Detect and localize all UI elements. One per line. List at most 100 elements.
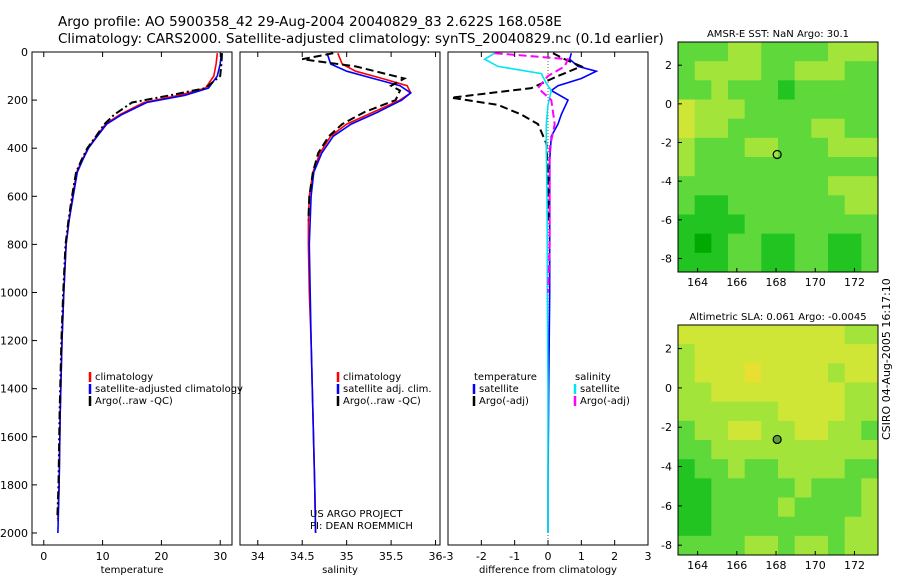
heatmap-cell-sla-map — [711, 363, 729, 383]
heatmap-cell-sst-map — [861, 157, 879, 177]
heatmap-cell-sst-map — [844, 214, 862, 235]
heatmap-cell-sla-map — [844, 401, 862, 422]
heatmap-cell-sla-map — [711, 382, 729, 403]
heatmap-cell-sst-map — [694, 252, 712, 273]
heatmap-cell-sst-map — [728, 176, 746, 196]
heatmap-cell-sla-map — [728, 440, 746, 460]
heatmap-cell-sst-map — [761, 233, 779, 254]
heatmap-cell-sst-map — [811, 80, 829, 100]
heatmap-cell-sla-map — [828, 516, 846, 537]
heatmap-cell-sla-map — [711, 344, 729, 364]
heatmap-cell-sla-map — [728, 420, 746, 441]
heatmap-cell-sla-map — [778, 516, 796, 537]
header-line-2: Climatology: CARS2000. Satellite-adjuste… — [58, 31, 664, 47]
heatmap-cell-sla-map — [744, 420, 762, 441]
heatmap-cell-sst-map — [694, 157, 712, 177]
heatmap-cell-sst-map — [844, 42, 862, 62]
heatmap-cell-sst-map — [828, 118, 846, 139]
heatmap-cell-sla-map — [728, 516, 746, 537]
map-y-tick-label: -2 — [661, 421, 672, 434]
heatmap-cell-sst-map — [844, 99, 862, 120]
heatmap-cell-sla-map — [828, 382, 846, 403]
heatmap-cell-sst-map — [828, 252, 846, 273]
heatmap-cell-sst-map — [844, 61, 862, 81]
y-tick-label: 1000 — [0, 286, 28, 299]
heatmap-cell-sla-map — [828, 401, 846, 422]
heatmap-cell-sst-map — [744, 118, 762, 139]
legend-diff-sal-label: Argo(-adj) — [580, 396, 630, 407]
heatmap-cell-sla-map — [811, 382, 829, 403]
heatmap-cell-sst-map — [828, 61, 846, 81]
heatmap-cell-sst-map — [861, 176, 879, 196]
heatmap-cell-sla-map — [861, 401, 879, 422]
x-tick-label: 34.5 — [290, 550, 315, 563]
series-line-temperature-profile-2 — [56, 53, 223, 519]
heatmap-cell-sla-map — [844, 420, 862, 441]
x-tick-label: 35.5 — [379, 550, 404, 563]
heatmap-cell-sla-map — [811, 497, 829, 518]
heatmap-cell-sst-map — [794, 61, 812, 81]
heatmap-cell-sst-map — [861, 80, 879, 100]
x-tick-label: 2 — [611, 550, 618, 563]
map-x-tick-label: 170 — [805, 559, 826, 572]
heatmap-cell-sst-map — [678, 233, 696, 254]
heatmap-cell-sla-map — [761, 440, 779, 460]
heatmap-cell-sla-map — [828, 344, 846, 364]
heatmap-cell-sla-map — [861, 363, 879, 383]
heatmap-cell-sst-map — [844, 80, 862, 100]
heatmap-cell-sst-map — [811, 195, 829, 215]
annotation-pi: PI: DEAN ROEMMICH — [310, 521, 413, 532]
heatmap-cell-sla-map — [778, 459, 796, 479]
heatmap-cell-sla-map — [861, 459, 879, 479]
series-line-salinity-profile-0 — [307, 52, 412, 534]
heatmap-cell-sla-map — [711, 440, 729, 460]
heatmap-cell-sst-map — [778, 99, 796, 120]
heatmap-cell-sst-map — [728, 61, 746, 81]
heatmap-cell-sst-map — [761, 42, 779, 62]
heatmap-cell-sla-map — [778, 363, 796, 383]
heatmap-cell-sla-map — [778, 535, 796, 556]
heatmap-cell-sla-map — [811, 535, 829, 556]
heatmap-cell-sst-map — [811, 252, 829, 273]
heatmap-cell-sst-map — [761, 137, 779, 158]
x-tick-label: 30 — [213, 550, 227, 563]
heatmap-cell-sst-map — [778, 61, 796, 81]
heatmap-cell-sst-map — [778, 176, 796, 196]
heatmap-cell-sst-map — [794, 99, 812, 120]
heatmap-cell-sst-map — [728, 214, 746, 235]
heatmap-cell-sst-map — [711, 99, 729, 120]
heatmap-cell-sla-map — [761, 478, 779, 498]
map-x-tick-label: 168 — [766, 276, 787, 289]
x-tick-label: 36 — [429, 550, 443, 563]
x-axis-label: temperature — [101, 565, 164, 576]
x-tick-label: 3 — [645, 550, 652, 563]
series-line-salinity-profile-2 — [302, 52, 408, 221]
heatmap-cell-sst-map — [794, 176, 812, 196]
heatmap-cell-sst-map — [811, 42, 829, 62]
heatmap-cell-sst-map — [861, 252, 879, 273]
heatmap-cell-sst-map — [828, 99, 846, 120]
heatmap-cell-sla-map — [828, 440, 846, 460]
legend-salinity-label: climatology — [343, 372, 401, 383]
series-line-temperature-profile-0 — [57, 53, 219, 522]
heatmap-cell-sla-map — [861, 420, 879, 441]
heatmap-cell-sst-map — [678, 80, 696, 100]
legend-temperature-label: satellite-adjusted climatology — [95, 384, 243, 395]
heatmap-cell-sst-map — [678, 195, 696, 215]
heatmap-cell-sst-map — [694, 214, 712, 235]
heatmap-cell-sla-map — [678, 516, 696, 537]
heatmap-cell-sst-map — [761, 99, 779, 120]
heatmap-cell-sla-map — [844, 382, 862, 403]
heatmap-cell-sla-map — [694, 440, 712, 460]
heatmap-cell-sla-map — [728, 459, 746, 479]
heatmap-cell-sst-map — [678, 214, 696, 235]
heatmap-cell-sla-map — [728, 344, 746, 364]
heatmap-cell-sst-map — [861, 214, 879, 235]
heatmap-cell-sla-map — [811, 401, 829, 422]
heatmap-cell-sla-map — [678, 401, 696, 422]
heatmap-cell-sla-map — [728, 535, 746, 556]
heatmap-cell-sst-map — [794, 195, 812, 215]
map-y-tick-label: -4 — [661, 461, 672, 474]
heatmap-cell-sst-map — [678, 99, 696, 120]
heatmap-cell-sla-map — [761, 325, 779, 345]
